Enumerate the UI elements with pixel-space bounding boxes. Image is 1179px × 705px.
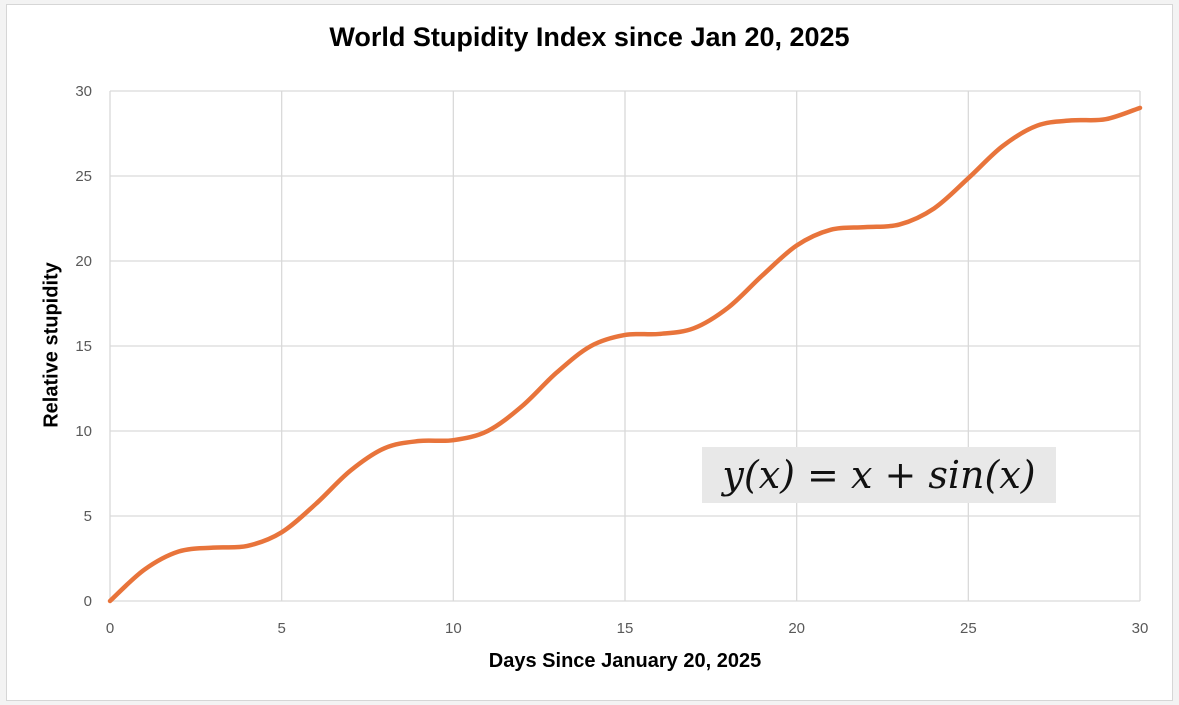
- x-tick-label: 5: [277, 620, 285, 637]
- y-tick-label: 25: [75, 168, 92, 185]
- chart-title: World Stupidity Index since Jan 20, 2025: [329, 22, 850, 52]
- y-tick-label: 20: [75, 253, 92, 270]
- x-tick-label: 0: [106, 620, 114, 637]
- x-tick-label: 25: [960, 620, 977, 637]
- equation-annotation-box: y(x) = x + sin(x): [702, 447, 1056, 503]
- y-tick-label: 0: [84, 593, 92, 610]
- x-tick-label: 20: [788, 620, 805, 637]
- equation-annotation: y(x) = x + sin(x): [722, 453, 1036, 497]
- x-axis-label: Days Since January 20, 2025: [488, 650, 762, 672]
- y-tick-label: 10: [75, 423, 92, 440]
- series-line: [107, 105, 1143, 604]
- y-tick-label: 15: [75, 338, 92, 355]
- chart-area: [6, 4, 1173, 701]
- y-axis-label: Relative stupidity: [40, 262, 63, 428]
- x-tick-label: 30: [1132, 620, 1149, 637]
- x-tick-label: 10: [445, 620, 462, 637]
- x-tick-label: 15: [617, 620, 634, 637]
- y-tick-label: 30: [75, 83, 92, 100]
- y-tick-label: 5: [84, 508, 92, 525]
